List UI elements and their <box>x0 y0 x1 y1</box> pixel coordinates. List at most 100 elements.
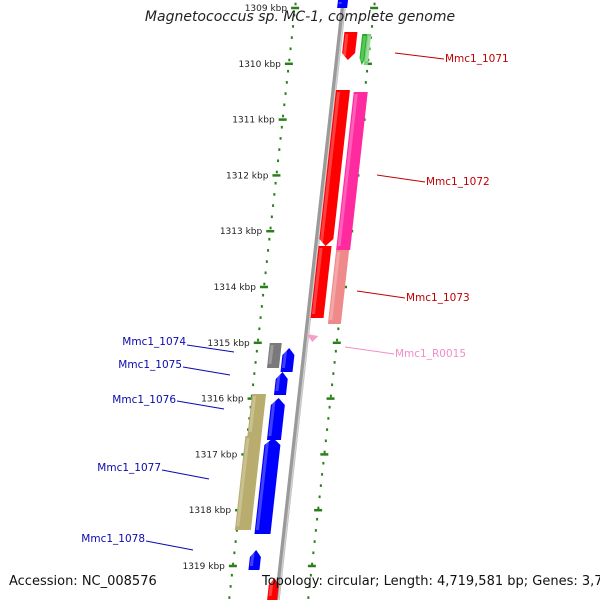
gene-label-mmc1_1076[interactable]: Mmc1_1076 <box>112 394 176 406</box>
ruler-dot-left <box>287 69 290 73</box>
gene-label-mmc1_1078[interactable]: Mmc1_1078 <box>81 533 145 545</box>
ruler-dot-left <box>254 361 257 364</box>
ruler-dot-left <box>269 226 272 230</box>
ruler-label: 1313 kbp <box>220 227 263 237</box>
gene-mmc1-1074-shade <box>268 345 274 364</box>
callout-line <box>145 540 194 551</box>
ruler-dot-left <box>293 13 296 17</box>
ruler-dot-left <box>262 293 265 297</box>
gene-label-mmc1_1073[interactable]: Mmc1_1073 <box>406 292 470 304</box>
gene-mmc1-1072-shade <box>337 94 358 246</box>
ruler-dot-left <box>249 405 252 409</box>
ruler-dot-left <box>232 562 235 566</box>
ruler-dot-left <box>284 92 287 95</box>
callout-line <box>182 366 231 376</box>
gene-label-mmc1_1077[interactable]: Mmc1_1077 <box>97 462 161 474</box>
gene-mmc1-1075[interactable] <box>273 372 288 395</box>
ruler-label: 1312 kbp <box>226 171 269 181</box>
ruler-dot-left <box>247 428 250 431</box>
ruler-label: 1310 kbp <box>238 60 281 70</box>
gene-mmc1-1076-shade <box>268 400 276 436</box>
gene-label-mmc1_1075[interactable]: Mmc1_1075 <box>118 359 182 371</box>
ruler-dot-right <box>324 439 327 443</box>
gene-mmc1-1076[interactable] <box>266 398 285 440</box>
gene-mmc1-1072[interactable] <box>336 92 368 250</box>
gene-mmc1-1071-edge[interactable] <box>363 34 372 65</box>
gene-mmc1-1071-edge-shade <box>365 36 372 61</box>
ruler-dot-left <box>235 529 238 532</box>
ruler-dot-left <box>253 372 256 375</box>
ruler-dot-left <box>285 81 288 84</box>
ruler-dot-left <box>267 249 270 252</box>
ruler-dot-right <box>373 2 376 6</box>
ruler-label: 1315 kbp <box>207 339 250 349</box>
ruler-dot-right <box>336 338 339 342</box>
gene-mmc1-1078-shade <box>249 552 255 566</box>
callout-line <box>186 344 235 353</box>
ruler-label: 1309 kbp <box>245 4 288 14</box>
ruler-label: 1311 kbp <box>232 116 275 126</box>
ruler-label: 1314 kbp <box>214 283 257 293</box>
callout-line <box>376 174 426 183</box>
ruler-dot-left <box>233 551 236 555</box>
gene-mmc1-1072a[interactable] <box>319 90 350 246</box>
gene-mmc1-1073-shade <box>329 252 341 320</box>
gene-top-partial[interactable] <box>337 0 348 8</box>
ruler-dot-left <box>274 181 277 185</box>
gene-label-mmc1_1071[interactable]: Mmc1_1071 <box>445 53 509 65</box>
ruler-dot-left <box>258 327 261 331</box>
ruler-dot-left <box>234 540 237 543</box>
ruler-dot-right <box>334 349 337 353</box>
ruler-dot-right <box>321 473 324 476</box>
ruler-dot-right <box>328 405 331 409</box>
ruler-label: 1318 kbp <box>189 506 232 516</box>
gene-mmc1-1073a[interactable] <box>310 246 332 318</box>
gene-mmc1-1070[interactable] <box>342 32 358 60</box>
ruler-dot-left <box>250 394 253 398</box>
callout-line <box>344 346 395 355</box>
gene-mmc1-1073[interactable] <box>327 250 350 324</box>
topology-text: Topology: circular; Length: 4,719,581 bp… <box>262 574 600 589</box>
ruler-dot-right <box>317 506 320 510</box>
gene-mmc1-1078[interactable] <box>248 550 261 570</box>
genome-axis <box>274 0 347 600</box>
gene-mmc1-1077b[interactable] <box>234 436 262 530</box>
gene-mmc1-1071[interactable] <box>359 34 369 65</box>
ruler-dot-left <box>275 170 278 174</box>
ruler-dot-left <box>229 585 232 588</box>
ruler-dot-right <box>308 585 311 588</box>
gene-mmc1-1071-shade <box>360 36 367 61</box>
callout-line <box>394 52 445 60</box>
ruler-dot-right <box>326 428 329 431</box>
gene-mmc1-1076b[interactable] <box>247 394 267 436</box>
gene-mmc1-1074[interactable] <box>266 343 282 368</box>
ruler-label: 1319 kbp <box>182 562 225 572</box>
ruler-dot-right <box>337 327 340 331</box>
ruler-dot-right <box>333 361 336 364</box>
ruler-dot-left <box>228 596 231 599</box>
gene-mmc1-1072a-shade <box>320 92 340 242</box>
rna-mmc1-r0015[interactable] <box>306 334 319 342</box>
ruler-label: 1317 kbp <box>195 450 238 460</box>
gene-label-mmc1_r0015[interactable]: Mmc1_R0015 <box>395 348 466 360</box>
gene-label-mmc1_1074[interactable]: Mmc1_1074 <box>122 336 186 348</box>
gene-mmc1-1074b-shade <box>281 350 288 368</box>
gene-mmc1-1074b[interactable] <box>280 348 295 372</box>
ruler-dot-right <box>313 540 316 543</box>
ruler-dot-left <box>230 573 233 577</box>
ruler-dot-right <box>312 551 315 555</box>
callout-line <box>161 469 210 480</box>
ruler-dot-left <box>270 215 273 219</box>
ruler-dot-left <box>294 2 297 6</box>
genome-axis-highlight <box>277 0 347 600</box>
ruler-label: 1316 kbp <box>201 395 244 405</box>
gene-bottom-partial[interactable] <box>267 578 279 600</box>
ruler-dot-left <box>260 305 263 308</box>
ruler-dot-right <box>372 13 375 17</box>
gene-mmc1-1070-shade <box>342 34 349 56</box>
ruler-dot-left <box>280 125 283 129</box>
gene-mmc1-1077[interactable] <box>254 438 281 534</box>
ruler-dot-left <box>282 114 285 118</box>
gene-label-mmc1_1072[interactable]: Mmc1_1072 <box>426 176 490 188</box>
